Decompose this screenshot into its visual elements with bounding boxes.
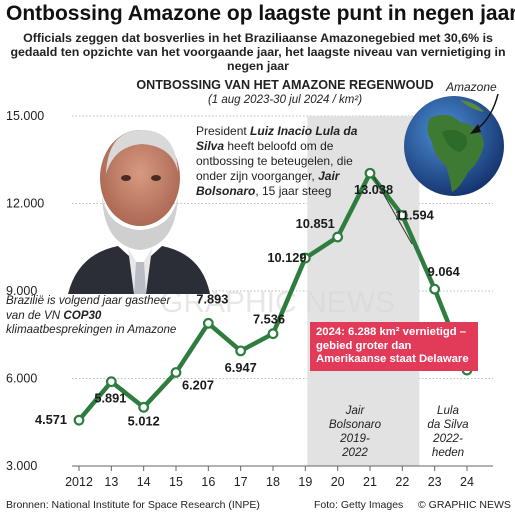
data-point <box>170 367 182 378</box>
x-tick-label: 22 <box>395 475 409 489</box>
globe-pointer-line <box>475 93 499 131</box>
callout-2024: 2024: 6.288 km² vernietigd – gebied grot… <box>310 322 478 371</box>
source-text: Bronnen: National Institute for Space Re… <box>6 499 260 511</box>
lula-portrait-photo <box>68 130 210 294</box>
x-tick-label: 18 <box>266 475 280 489</box>
data-label: 5.891 <box>94 391 126 406</box>
data-point <box>267 328 279 340</box>
president-note-prefix: President <box>196 124 251 138</box>
era-lula-label: Lula da Silva 2022- heden <box>416 404 480 460</box>
president-note-middle: heeft beloofd om de ontbossing te beteug… <box>196 139 353 183</box>
data-point <box>235 345 247 357</box>
era-bolsonaro-label: Jair Bolsonaro 2019- 2022 <box>308 404 402 460</box>
era-bolsonaro-line: 2022 <box>342 446 368 459</box>
cop30-note: Brazilië is volgend jaar gastheer van de… <box>6 294 184 338</box>
data-point <box>429 283 441 295</box>
era-lula-line: heden <box>431 446 465 459</box>
globe-label: Amazone <box>446 80 497 94</box>
chart-title: ONTBOSSING VAN HET AMAZONE REGENWOUD <box>136 78 434 92</box>
photo-credit: Foto: Getty Images <box>314 499 404 511</box>
x-tick-label: 15 <box>169 475 183 489</box>
pointer-13038 <box>373 176 413 245</box>
y-tick-label: 6.000 <box>6 372 37 386</box>
data-label: 4.571 <box>35 412 67 427</box>
globe-pointer-arrow <box>470 124 481 134</box>
data-point <box>364 167 376 179</box>
data-label: 7.893 <box>196 291 228 306</box>
x-tick-label: 16 <box>201 475 215 489</box>
data-label: 10.129 <box>267 250 306 265</box>
era-bolsonaro-line: Bolsonaro <box>328 418 382 431</box>
x-tick-label: 24 <box>460 475 474 489</box>
x-tick-label: 20 <box>331 475 345 489</box>
data-point <box>299 252 311 264</box>
era-bolsonaro-line: Jair <box>345 404 365 417</box>
x-axis-tick-labels: 2012 13 14 15 16 17 18 19 20 21 22 23 24 <box>65 465 493 489</box>
graphic-news-credit: © GRAPHIC NEWS <box>418 499 511 511</box>
page-subtitle: Officials zeggen dat bosverlies in het B… <box>10 31 506 73</box>
era-bolsonaro-line: 2019- <box>340 432 370 445</box>
x-tick-label: 21 <box>363 475 377 489</box>
y-tick-label: 3.000 <box>6 459 37 473</box>
data-label: 6.947 <box>225 360 257 375</box>
data-point <box>202 317 214 329</box>
x-tick-label: 17 <box>234 475 248 489</box>
data-point <box>138 401 150 413</box>
data-points <box>73 167 473 426</box>
y-tick-label: 9.000 <box>6 284 37 298</box>
bolsonaro-period-shade <box>307 116 420 466</box>
x-tick-label: 23 <box>428 475 442 489</box>
data-label: 11.594 <box>395 207 434 222</box>
data-label: 6.207 <box>182 377 214 392</box>
data-label: 7.536 <box>253 312 285 327</box>
president-note: President Luiz Inacio Lula da Silva heef… <box>196 124 378 199</box>
x-tick-label: 13 <box>104 475 118 489</box>
cop-note-cop: COP30 <box>63 308 102 322</box>
era-lula-line: da Silva <box>427 418 469 431</box>
y-axis-tick-labels: 3.000 6.000 9.000 12.000 15.000 <box>6 109 44 473</box>
data-point <box>332 231 344 243</box>
data-label: 10.851 <box>296 216 335 231</box>
data-label: 5.012 <box>128 413 160 428</box>
chart-subtitle: (1 aug 2023-30 jul 2024 / km²) <box>207 94 363 106</box>
data-point <box>396 209 408 221</box>
page-title: Ontbossing Amazone op laagste punt in ne… <box>6 2 515 25</box>
president-note-bolsonaro: Jair Bolsonaro <box>196 169 340 198</box>
y-tick-label: 15.000 <box>6 109 44 123</box>
data-point <box>105 376 117 388</box>
globe-icon <box>404 96 504 196</box>
cop-note-prefix: Brazilië is volgend jaar gastheer van de… <box>6 294 171 322</box>
x-tick-label: 19 <box>298 475 312 489</box>
x-tick-label: 14 <box>137 475 151 489</box>
cop-note-suffix: klimaatbesprekingen in Amazone <box>6 323 177 336</box>
y-tick-label: 12.000 <box>6 197 44 211</box>
president-note-suffix: , 15 jaar steeg <box>255 184 332 198</box>
era-lula-line: 2022- <box>433 432 463 445</box>
era-lula-line: Lula <box>437 404 459 417</box>
president-note-lula: Luiz Inacio Lula da Silva <box>196 124 358 153</box>
data-point <box>73 414 85 426</box>
data-label: 9.064 <box>428 264 461 279</box>
x-tick-label: 2012 <box>65 475 93 489</box>
